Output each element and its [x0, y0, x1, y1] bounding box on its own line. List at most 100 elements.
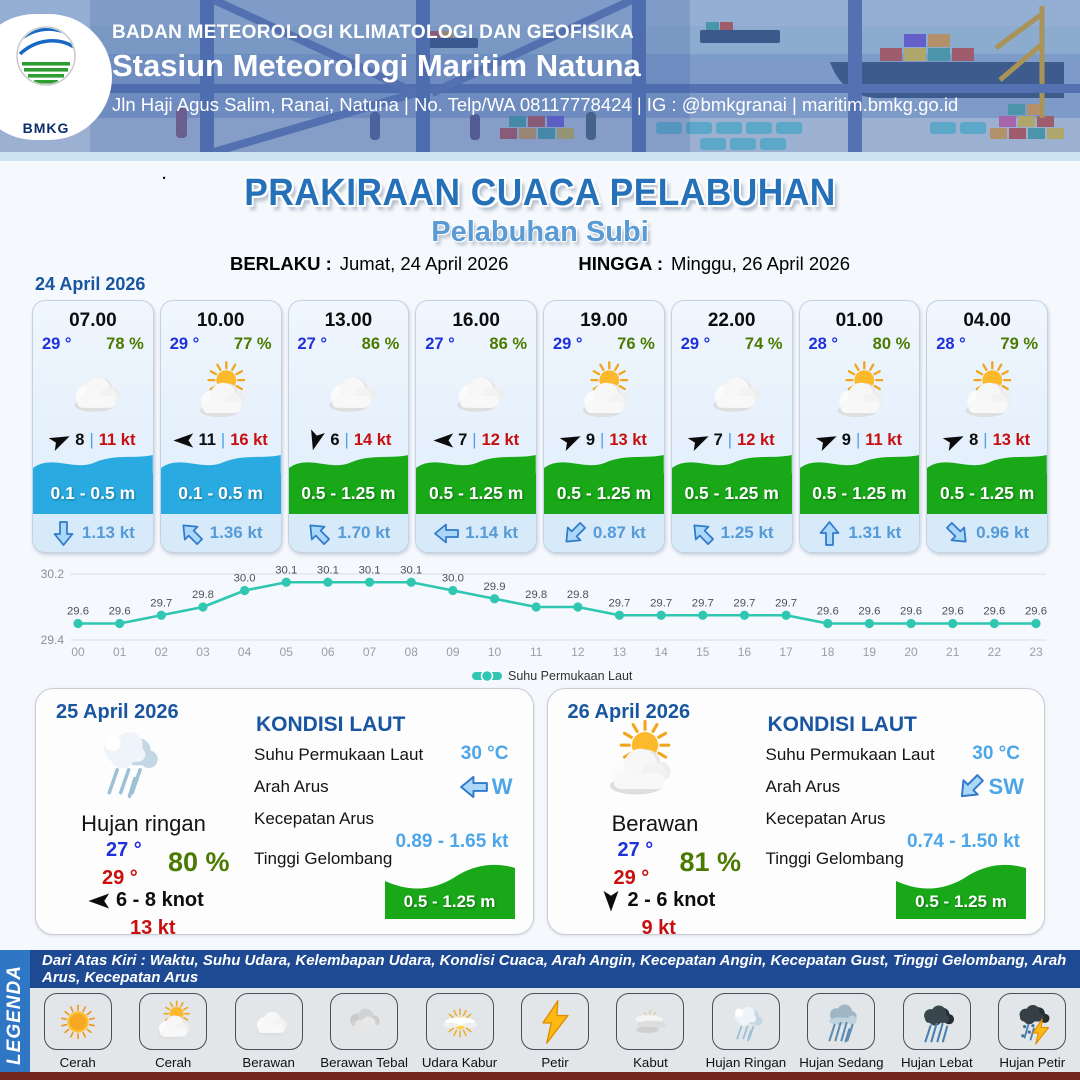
cerah-berawan-icon: [800, 354, 920, 430]
berawan-icon: [234, 993, 303, 1050]
forecast-time: 04.00: [963, 310, 1011, 331]
svg-text:23: 23: [1029, 645, 1043, 659]
gust-speed: 13 kt: [130, 917, 176, 939]
day1-date: 24 April 2026: [35, 274, 146, 294]
page-title: PRAKIRAAN CUACA PELABUHAN: [244, 172, 836, 214]
forecast-time: 10.00: [196, 310, 245, 331]
port-illustration: [0, 0, 1080, 152]
separator: |: [220, 431, 226, 449]
air-temperature: 29 °: [169, 335, 200, 353]
legend-items: Cerah Cerah Berawan Berawan Berawan Teba…: [30, 988, 1080, 1080]
wind-range: 6 - 8 knot: [116, 889, 204, 911]
daily-forecast-card: 25 April 2026 Hujan ringan 27 ° 29 ° 80 …: [35, 688, 534, 939]
daily-forecast-card: 26 April 2026 Berawan 27 ° 29 ° 81 % 2 -…: [546, 688, 1045, 939]
legend-label: Hujan Petir: [999, 1055, 1066, 1070]
cerah-berawan-icon: [544, 354, 664, 430]
daily-date: 25 April 2026: [56, 701, 179, 723]
current-direction-icon: [557, 515, 592, 550]
svg-text:07: 07: [363, 645, 377, 659]
sea-conditions-title: KONDISI LAUT: [256, 713, 406, 736]
sst-label: Suhu Permukaan Laut: [254, 745, 424, 764]
legend-item: Petir: [509, 993, 601, 1072]
wave-height: 0.1 - 0.5 m: [50, 483, 136, 503]
header-divider: [0, 152, 1080, 161]
berlaku-label: BERLAKU :: [229, 253, 332, 274]
legenda-strip: [0, 950, 30, 1080]
svg-text:30.1: 30.1: [275, 564, 297, 576]
gust-speed: 9 kt: [641, 917, 676, 939]
svg-text:29.7: 29.7: [692, 597, 714, 609]
station-name: Stasiun Meteorologi Maritim Natuna: [112, 48, 641, 83]
forecast-card: 04.00 28 ° 79 % 8 | 13 kt 0.5 - 1.25 m 0…: [926, 300, 1048, 553]
separator: |: [983, 431, 988, 449]
svg-text:29.7: 29.7: [608, 597, 630, 609]
wave-height-badge: 0.5 - 1.25 m: [384, 861, 515, 919]
current-speed: 1.36 kt: [209, 523, 263, 542]
current-speed-label: Kecepatan Arus: [254, 809, 375, 828]
legend-item: Kabut: [604, 993, 696, 1072]
hujan-petir-icon: [998, 993, 1067, 1050]
svg-text:22: 22: [988, 645, 1002, 659]
separator: |: [855, 431, 861, 449]
berawan-icon: [416, 354, 536, 430]
current-dir-label: Arah Arus: [765, 777, 841, 796]
air-temperature: 28 °: [936, 335, 966, 353]
svg-text:29.8: 29.8: [525, 589, 547, 601]
wind-direction-icon: [557, 427, 585, 455]
forecast-card: 13.00 27 ° 86 % 6 | 14 kt 0.5 - 1.25 m 1…: [287, 300, 410, 553]
legend-item: Berawan: [223, 993, 315, 1072]
svg-text:Suhu Permukaan Laut: Suhu Permukaan Laut: [508, 669, 633, 683]
current-dir-label: Arah Arus: [254, 777, 329, 796]
svg-text:20: 20: [904, 645, 918, 659]
legend-label: Petir: [541, 1055, 569, 1070]
separator: |: [472, 431, 477, 449]
hujan-lebat-icon: [902, 993, 971, 1050]
forecast-time: 22.00: [707, 310, 756, 331]
berawan-icon: [672, 354, 792, 430]
humidity: 86 %: [489, 335, 527, 353]
current-speed: 1.70 kt: [337, 523, 391, 542]
wave-height-band: 0.5 - 1.25 m: [544, 452, 664, 514]
forecast-time: 16.00: [452, 310, 500, 331]
wave-height-band: 0.5 - 1.25 m: [799, 452, 920, 514]
wind-range: 2 - 6 knot: [627, 889, 716, 911]
svg-text:29.8: 29.8: [567, 589, 589, 601]
wave-height: 0.5 - 1.25 m: [428, 483, 524, 503]
svg-text:12: 12: [571, 645, 585, 659]
forecast-time: 19.00: [580, 310, 628, 331]
svg-text:10: 10: [488, 645, 502, 659]
current-direction-icon: [51, 520, 76, 546]
wind-direction-icon: [685, 427, 713, 455]
wind-speed: 7: [713, 431, 723, 449]
temp-min: 27 °: [106, 839, 142, 861]
hingga-label: HINGGA :: [578, 253, 664, 274]
gust-speed: 11 kt: [865, 431, 902, 449]
validity-period: BERLAKU : Jumat, 24 April 2026 HINGGA : Mi…: [0, 253, 1080, 275]
wind-speed: 8: [969, 431, 979, 449]
footer-strip: [0, 1072, 1080, 1080]
current-direction-icon: [459, 773, 488, 801]
svg-text:29.6: 29.6: [858, 606, 880, 618]
legenda-vertical-label: LEGENDA: [4, 965, 25, 1065]
cerah-icon: [43, 993, 112, 1050]
wind-direction-icon: [813, 427, 841, 455]
current-direction-icon: [684, 515, 719, 550]
wave-height-band: 0.1 - 0.5 m: [33, 452, 153, 514]
svg-text:00: 00: [71, 645, 85, 659]
wave-height: 0.5 - 1.25 m: [556, 483, 652, 503]
forecast-time: 07.00: [69, 310, 117, 331]
sea-conditions: KONDISI LAUT Suhu Permukaan Laut 30 °C A…: [248, 689, 523, 934]
air-temperature: 29 °: [42, 335, 72, 353]
gust-speed: 13 kt: [992, 431, 1031, 449]
separator: |: [344, 431, 349, 449]
humidity: 86 %: [361, 335, 400, 353]
cerah-berawan-icon: [927, 354, 1047, 430]
forecast-card: 10.00 29 ° 77 % 11 | 16 kt 0.1 - 0.5 m 1…: [159, 300, 282, 553]
current-speed: 0.89 - 1.65 kt: [395, 831, 509, 852]
wave-height-band: 0.5 - 1.25 m: [671, 452, 792, 514]
svg-text:29.7: 29.7: [733, 597, 755, 609]
svg-text:30.1: 30.1: [400, 564, 422, 576]
bmkg-logo-label: BMKG: [22, 120, 70, 136]
wind-direction-icon: [433, 430, 454, 451]
